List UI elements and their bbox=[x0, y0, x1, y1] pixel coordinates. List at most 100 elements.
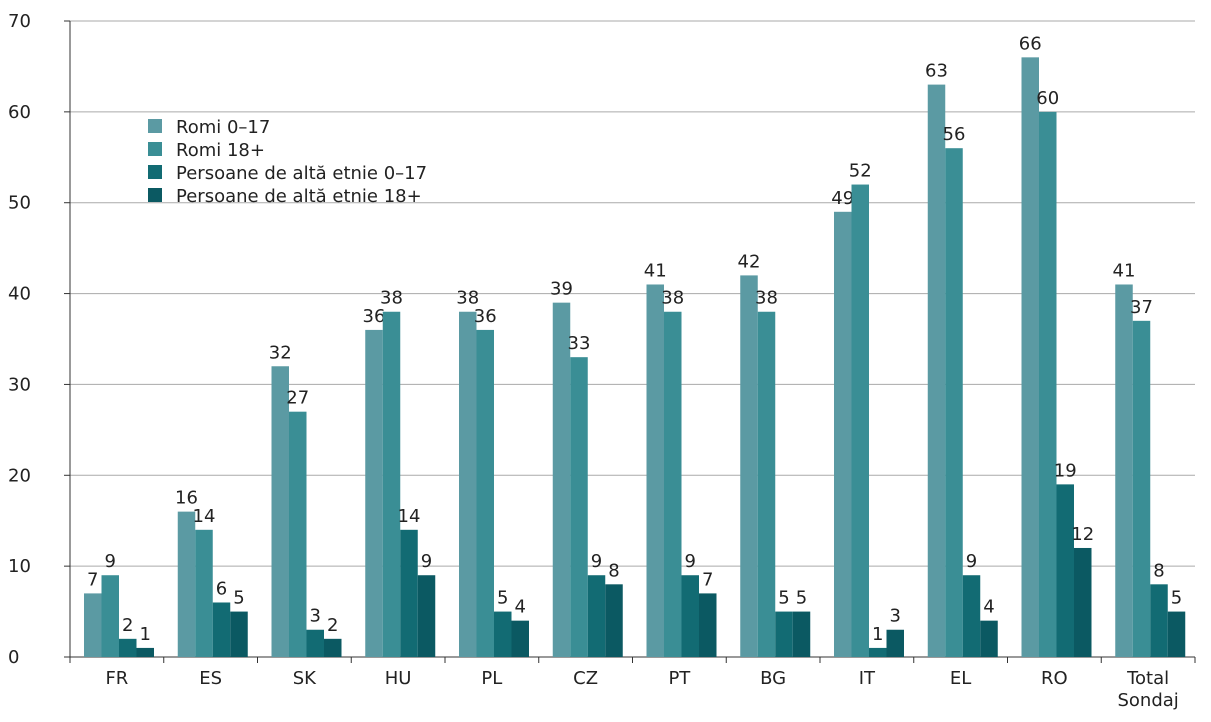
data-label: 14 bbox=[193, 506, 216, 527]
data-label: 9 bbox=[421, 551, 432, 572]
bar bbox=[382, 311, 401, 657]
y-tick-label: 50 bbox=[8, 193, 31, 214]
bar bbox=[271, 366, 289, 657]
bar bbox=[1132, 320, 1151, 657]
bar bbox=[646, 284, 664, 657]
legend-swatch bbox=[148, 165, 162, 179]
x-tick-label: BG bbox=[760, 668, 787, 689]
x-tick-label: EL bbox=[949, 668, 972, 689]
bar bbox=[476, 329, 494, 657]
legend-label: Romi 0–17 bbox=[176, 117, 270, 138]
data-label: 27 bbox=[286, 388, 309, 409]
bar bbox=[324, 638, 342, 657]
data-label: 63 bbox=[925, 61, 948, 82]
bar bbox=[775, 611, 793, 657]
data-label: 7 bbox=[87, 569, 98, 590]
data-label: 8 bbox=[608, 560, 619, 581]
data-label: 5 bbox=[796, 588, 807, 609]
bar bbox=[945, 148, 963, 657]
bar bbox=[494, 611, 512, 657]
bar bbox=[552, 302, 571, 657]
data-label: 9 bbox=[105, 551, 116, 572]
bar bbox=[869, 647, 887, 657]
bar bbox=[119, 638, 137, 657]
bar bbox=[605, 584, 623, 657]
data-label: 9 bbox=[685, 551, 696, 572]
bar bbox=[1074, 547, 1092, 657]
legend-label: Persoane de altă etnie 0–17 bbox=[176, 163, 427, 184]
data-label: 9 bbox=[966, 551, 977, 572]
data-label: 4 bbox=[983, 597, 994, 618]
bar bbox=[886, 629, 904, 657]
legend-swatch bbox=[148, 188, 162, 202]
data-label: 16 bbox=[175, 488, 198, 509]
data-label: 36 bbox=[363, 306, 386, 327]
data-label: 2 bbox=[327, 615, 338, 636]
bar bbox=[851, 184, 869, 658]
data-label: 1 bbox=[872, 624, 883, 645]
x-tick-label: SK bbox=[292, 668, 316, 689]
bar bbox=[1056, 484, 1074, 657]
bar bbox=[927, 84, 946, 658]
bar bbox=[792, 611, 811, 657]
x-tick-label: PL bbox=[481, 668, 503, 689]
data-label: 19 bbox=[1054, 460, 1077, 481]
data-label: 9 bbox=[591, 551, 602, 572]
x-tick-label: RO bbox=[1041, 668, 1068, 689]
data-label: 8 bbox=[1153, 560, 1164, 581]
bar bbox=[587, 575, 606, 657]
bar bbox=[289, 411, 307, 657]
x-tick-label: PT bbox=[668, 668, 691, 689]
bar bbox=[212, 602, 231, 657]
bar bbox=[570, 357, 588, 657]
data-label: 36 bbox=[474, 306, 497, 327]
y-tick-label: 0 bbox=[8, 647, 19, 668]
data-label: 52 bbox=[849, 161, 872, 182]
data-label: 66 bbox=[1019, 33, 1042, 54]
bar bbox=[365, 329, 383, 657]
data-label: 38 bbox=[456, 288, 479, 309]
bar bbox=[177, 511, 196, 657]
data-label: 56 bbox=[943, 124, 966, 145]
bar bbox=[306, 629, 324, 657]
y-tick-label: 30 bbox=[8, 374, 31, 395]
bar bbox=[1021, 57, 1039, 658]
bar bbox=[757, 311, 776, 657]
bar bbox=[1150, 584, 1168, 657]
bar bbox=[1167, 611, 1186, 657]
bar bbox=[195, 529, 213, 657]
x-tick-label: IT bbox=[858, 668, 876, 689]
data-label: 5 bbox=[778, 588, 789, 609]
data-label: 3 bbox=[890, 606, 901, 627]
data-label: 4 bbox=[515, 597, 526, 618]
data-label: 37 bbox=[1130, 297, 1153, 318]
data-label: 14 bbox=[398, 506, 421, 527]
data-label: 39 bbox=[550, 279, 573, 300]
data-label: 38 bbox=[755, 288, 778, 309]
bar bbox=[962, 575, 981, 657]
data-label: 5 bbox=[497, 588, 508, 609]
data-label: 60 bbox=[1036, 88, 1059, 109]
data-label: 41 bbox=[1113, 260, 1136, 281]
data-label: 2 bbox=[122, 615, 133, 636]
y-tick-label: 40 bbox=[8, 284, 31, 305]
x-tick-label: HU bbox=[384, 668, 412, 689]
bar bbox=[417, 575, 436, 657]
data-label: 38 bbox=[380, 288, 403, 309]
legend-swatch bbox=[148, 142, 162, 156]
data-label: 1 bbox=[140, 624, 151, 645]
y-tick-label: 10 bbox=[8, 556, 31, 577]
bar bbox=[834, 211, 852, 658]
bar bbox=[101, 575, 119, 657]
y-tick-label: 60 bbox=[8, 102, 31, 123]
bar bbox=[84, 593, 102, 657]
bar bbox=[699, 593, 717, 657]
bar bbox=[980, 620, 998, 657]
data-label: 6 bbox=[216, 578, 227, 599]
legend-label: Persoane de altă etnie 18+ bbox=[176, 186, 422, 207]
x-tick-label: Total Sondaj bbox=[1117, 668, 1179, 711]
legend-label: Romi 18+ bbox=[176, 140, 265, 161]
data-label: 41 bbox=[644, 260, 667, 281]
data-label: 7 bbox=[702, 569, 713, 590]
